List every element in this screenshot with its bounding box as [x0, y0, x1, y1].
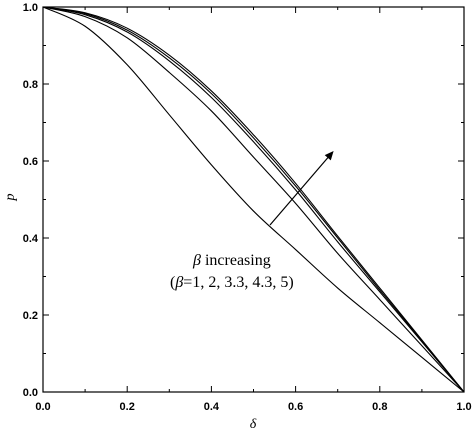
axis-ticks	[42, 6, 465, 393]
x-tick-label: 0.4	[204, 401, 220, 413]
x-axis-title: δ	[250, 417, 257, 430]
x-tick-label: 0.2	[120, 401, 135, 413]
annotation-line1: β increasing	[192, 252, 271, 269]
plot-frame	[42, 6, 465, 393]
annotation-arrow	[269, 153, 332, 226]
series-line-1	[42, 6, 465, 393]
y-axis-title: p	[3, 194, 18, 202]
annotation-arrowhead	[324, 150, 334, 161]
annotation-beta-symbol: β	[192, 252, 201, 269]
annotation-line2-prefix: (	[170, 274, 175, 291]
y-tick-label: 0.2	[23, 310, 38, 322]
x-tick-label: 0.8	[372, 401, 387, 413]
annotation-line1-text: increasing	[201, 252, 271, 269]
y-tick-label: 0.6	[23, 156, 38, 168]
series-lines	[42, 6, 465, 393]
series-line-3	[42, 6, 465, 393]
axis-tick-labels: 0.0 0.2 0.4 0.6 0.8 1.0 0.0 0.2 0.4 0.6 0.8 1.0	[23, 2, 472, 413]
y-tick-label: 0.8	[23, 79, 38, 91]
x-tick-label: 0.6	[288, 401, 303, 413]
annotation-line2: (β=1, 2, 3.3, 4.3, 5)	[170, 274, 294, 291]
series-line-2	[42, 6, 465, 393]
y-tick-label: 0.0	[23, 387, 38, 399]
x-tick-label: 0.0	[35, 401, 50, 413]
series-line-5	[42, 6, 465, 393]
series-line-4	[42, 6, 465, 393]
y-tick-label: 0.4	[23, 233, 39, 245]
annotation-beta-symbol-2: β	[174, 274, 183, 291]
x-tick-label: 1.0	[456, 401, 471, 413]
annotation-line2-text: =1, 2, 3.3, 4.3, 5)	[183, 274, 293, 291]
y-tick-label: 1.0	[23, 2, 38, 14]
